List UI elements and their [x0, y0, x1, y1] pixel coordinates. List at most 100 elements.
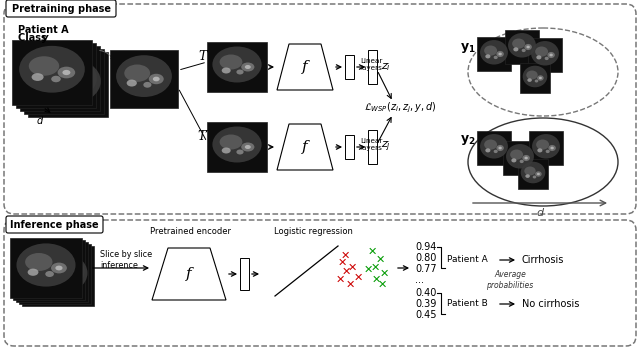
- Ellipse shape: [520, 160, 524, 163]
- Text: Linear
layers: Linear layers: [360, 138, 382, 151]
- Text: Τ′: Τ′: [197, 130, 209, 143]
- Text: 0.77: 0.77: [415, 264, 436, 274]
- Text: 0.94: 0.94: [415, 242, 436, 252]
- Ellipse shape: [538, 148, 543, 152]
- Bar: [12, 40, 92, 105]
- Ellipse shape: [510, 150, 523, 160]
- Ellipse shape: [535, 46, 548, 57]
- Ellipse shape: [527, 46, 530, 48]
- Ellipse shape: [236, 69, 244, 74]
- Ellipse shape: [480, 134, 508, 159]
- Ellipse shape: [499, 147, 502, 150]
- Ellipse shape: [511, 158, 516, 163]
- Ellipse shape: [536, 139, 549, 150]
- Ellipse shape: [537, 75, 544, 81]
- Ellipse shape: [493, 150, 498, 153]
- Ellipse shape: [212, 46, 262, 82]
- Ellipse shape: [36, 76, 47, 84]
- Bar: [24, 49, 104, 114]
- Text: Pretrained encoder: Pretrained encoder: [150, 227, 230, 237]
- Text: ✕: ✕: [371, 263, 380, 273]
- Ellipse shape: [63, 70, 70, 75]
- Ellipse shape: [244, 65, 251, 69]
- Ellipse shape: [549, 54, 553, 57]
- Text: Logistic regression: Logistic regression: [273, 227, 353, 237]
- Ellipse shape: [67, 88, 77, 94]
- Ellipse shape: [526, 71, 538, 79]
- Text: ✕: ✕: [337, 258, 347, 268]
- Text: ✕: ✕: [364, 265, 372, 275]
- Ellipse shape: [484, 139, 497, 150]
- Bar: [28, 52, 108, 117]
- Ellipse shape: [221, 147, 230, 153]
- Ellipse shape: [19, 245, 79, 289]
- Ellipse shape: [484, 46, 497, 56]
- Bar: [368, 130, 377, 164]
- Ellipse shape: [58, 279, 66, 285]
- Ellipse shape: [36, 62, 67, 82]
- Ellipse shape: [51, 275, 60, 281]
- Ellipse shape: [57, 267, 73, 277]
- Bar: [207, 42, 267, 92]
- Polygon shape: [277, 44, 333, 90]
- Ellipse shape: [54, 265, 70, 276]
- Ellipse shape: [60, 82, 69, 88]
- Bar: [518, 159, 548, 189]
- Ellipse shape: [29, 251, 88, 294]
- Bar: [503, 141, 537, 175]
- Ellipse shape: [535, 171, 541, 177]
- Ellipse shape: [34, 259, 61, 277]
- Text: 0.40: 0.40: [415, 288, 436, 298]
- Ellipse shape: [513, 47, 518, 51]
- Ellipse shape: [241, 62, 255, 72]
- Bar: [22, 246, 94, 306]
- Text: Patient A: Patient A: [447, 256, 488, 265]
- Bar: [110, 50, 178, 108]
- Ellipse shape: [63, 85, 73, 91]
- Ellipse shape: [74, 79, 92, 90]
- Text: $\mathbf{y_1}$: $\mathbf{y_1}$: [460, 41, 476, 55]
- Text: $\mathcal{L}_{WSP}(z_i,z_j,y,d)$: $\mathcal{L}_{WSP}(z_i,z_j,y,d)$: [364, 101, 436, 115]
- Ellipse shape: [31, 271, 42, 278]
- Ellipse shape: [221, 67, 230, 73]
- Ellipse shape: [23, 49, 89, 96]
- Text: Τ: Τ: [199, 49, 207, 62]
- Ellipse shape: [45, 68, 76, 88]
- Ellipse shape: [17, 243, 76, 287]
- Text: f: f: [302, 140, 308, 154]
- Bar: [20, 46, 100, 111]
- Bar: [520, 63, 550, 93]
- Ellipse shape: [539, 77, 542, 79]
- Text: ...: ...: [415, 275, 424, 285]
- Bar: [477, 37, 511, 71]
- Bar: [16, 242, 88, 302]
- Text: ✕: ✕: [340, 251, 349, 261]
- Ellipse shape: [536, 55, 541, 59]
- Bar: [368, 50, 377, 84]
- Ellipse shape: [116, 55, 172, 97]
- Ellipse shape: [522, 49, 525, 52]
- Text: ✕: ✕: [341, 267, 351, 277]
- Ellipse shape: [74, 79, 83, 84]
- Ellipse shape: [524, 166, 536, 176]
- Ellipse shape: [525, 174, 530, 178]
- Ellipse shape: [28, 255, 56, 273]
- Ellipse shape: [480, 40, 508, 65]
- Ellipse shape: [143, 82, 152, 88]
- Ellipse shape: [522, 155, 530, 161]
- Ellipse shape: [44, 82, 56, 90]
- Ellipse shape: [212, 126, 262, 163]
- Ellipse shape: [499, 53, 502, 55]
- Ellipse shape: [497, 51, 504, 57]
- Text: Cirrhosis: Cirrhosis: [522, 255, 564, 265]
- Ellipse shape: [31, 73, 44, 81]
- Ellipse shape: [41, 65, 71, 85]
- FancyBboxPatch shape: [6, 0, 116, 17]
- Ellipse shape: [485, 148, 490, 152]
- Ellipse shape: [548, 145, 556, 151]
- Text: 0.45: 0.45: [415, 310, 436, 320]
- Ellipse shape: [35, 58, 101, 105]
- Ellipse shape: [22, 247, 81, 291]
- Text: Pretraining phase: Pretraining phase: [12, 4, 111, 13]
- Ellipse shape: [45, 271, 54, 277]
